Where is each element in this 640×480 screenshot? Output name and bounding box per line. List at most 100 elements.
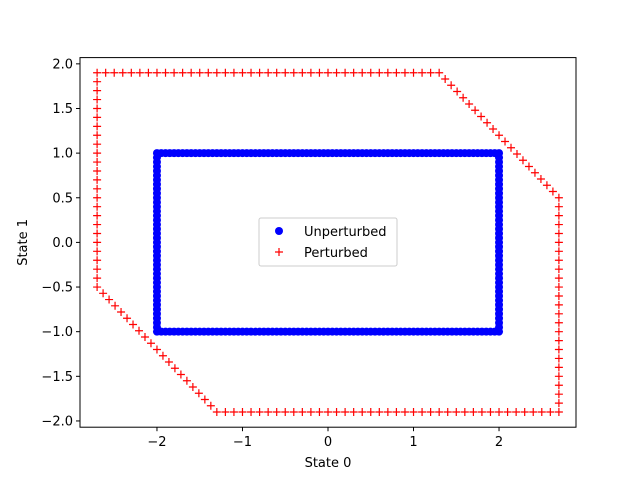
perturbed-point xyxy=(93,86,102,95)
perturbed-point xyxy=(495,408,504,417)
perturbed-point xyxy=(315,408,324,417)
perturbed-point xyxy=(247,408,256,417)
perturbed-point xyxy=(477,408,486,417)
perturbed-point xyxy=(554,247,563,256)
perturbed-point xyxy=(507,143,516,152)
perturbed-point xyxy=(118,68,127,77)
perturbed-point xyxy=(93,211,102,220)
perturbed-point xyxy=(152,68,161,77)
perturbed-point xyxy=(542,181,551,190)
perturbed-point xyxy=(187,68,196,77)
perturbed-point xyxy=(255,68,264,77)
perturbed-point xyxy=(341,408,350,417)
perturbed-point xyxy=(503,408,512,417)
perturbed-point xyxy=(135,326,144,335)
legend-label-unperturbed: Unperturbed xyxy=(304,225,387,240)
perturbed-point xyxy=(349,408,358,417)
perturbed-point xyxy=(93,95,102,104)
perturbed-point xyxy=(289,408,298,417)
perturbed-point xyxy=(489,125,498,134)
perturbed-point xyxy=(129,320,138,329)
perturbed-point xyxy=(255,408,264,417)
perturbed-point xyxy=(178,68,187,77)
perturbed-point xyxy=(93,158,102,167)
perturbed-point xyxy=(135,68,144,77)
perturbed-point xyxy=(465,100,474,109)
y-tick-label: −1.0 xyxy=(41,325,73,340)
perturbed-point xyxy=(537,408,546,417)
perturbed-point xyxy=(212,408,221,417)
plot-points xyxy=(93,68,563,417)
perturbed-point xyxy=(554,363,563,372)
legend-box xyxy=(258,217,398,267)
perturbed-point xyxy=(447,81,456,90)
perturbed-point xyxy=(366,68,375,77)
perturbed-point xyxy=(554,318,563,327)
perturbed-point xyxy=(554,283,563,292)
perturbed-point xyxy=(170,68,179,77)
x-axis-label: State 0 xyxy=(305,456,352,471)
perturbed-point xyxy=(324,68,332,77)
perturbed-point xyxy=(247,68,256,77)
perturbed-point xyxy=(264,68,273,77)
perturbed-point xyxy=(554,345,563,354)
perturbed-point xyxy=(93,131,102,140)
perturbed-point xyxy=(358,408,367,417)
perturbed-point xyxy=(93,77,102,86)
perturbed-point xyxy=(554,390,563,399)
perturbed-point xyxy=(512,150,521,159)
x-tick-label: 0 xyxy=(324,435,332,450)
perturbed-point xyxy=(170,364,179,373)
legend-marker-unperturbed xyxy=(275,227,283,235)
perturbed-point xyxy=(483,118,492,127)
x-tick-label: 2 xyxy=(495,435,503,450)
perturbed-point xyxy=(409,408,418,417)
perturbed-point xyxy=(418,68,427,77)
perturbed-point xyxy=(204,68,213,77)
perturbed-point xyxy=(127,68,136,77)
perturbed-point xyxy=(460,408,469,417)
perturbed-point xyxy=(554,220,563,229)
perturbed-point xyxy=(93,265,102,274)
perturbed-point xyxy=(164,358,173,367)
perturbed-point xyxy=(93,166,102,175)
perturbed-point xyxy=(495,131,504,140)
perturbed-point xyxy=(200,395,209,404)
perturbed-point xyxy=(453,87,462,96)
perturbed-point xyxy=(272,68,281,77)
perturbed-point xyxy=(123,314,132,323)
perturbed-point xyxy=(298,408,307,417)
y-tick-label: 2.0 xyxy=(52,57,73,72)
perturbed-point xyxy=(93,122,102,131)
perturbed-point xyxy=(117,308,126,317)
y-tick-label: 0.0 xyxy=(52,236,73,251)
perturbed-point xyxy=(93,68,102,77)
perturbed-point xyxy=(221,408,230,417)
perturbed-point xyxy=(212,68,221,77)
legend-label-perturbed: Perturbed xyxy=(304,246,368,261)
perturbed-point xyxy=(306,408,315,417)
perturbed-point xyxy=(182,376,191,385)
perturbed-point xyxy=(161,68,170,77)
perturbed-point xyxy=(426,68,435,77)
perturbed-point xyxy=(530,168,539,177)
perturbed-point xyxy=(93,220,102,229)
perturbed-point xyxy=(99,289,108,298)
perturbed-point xyxy=(383,68,392,77)
legend: Unperturbed Perturbed xyxy=(258,217,398,267)
perturbed-point xyxy=(554,372,563,381)
perturbed-point xyxy=(93,113,102,122)
perturbed-point xyxy=(520,408,529,417)
perturbed-point xyxy=(272,408,281,417)
perturbed-point xyxy=(93,149,102,158)
perturbed-point xyxy=(469,408,478,417)
y-tick-label: −0.5 xyxy=(41,281,73,296)
legend-marker-perturbed xyxy=(275,248,283,256)
y-tick-label: −1.5 xyxy=(41,370,73,385)
perturbed-point xyxy=(400,408,409,417)
perturbed-point xyxy=(375,68,384,77)
perturbed-point xyxy=(443,408,452,417)
perturbed-point xyxy=(105,295,114,304)
perturbed-point xyxy=(332,408,341,417)
perturbed-point xyxy=(512,408,521,417)
